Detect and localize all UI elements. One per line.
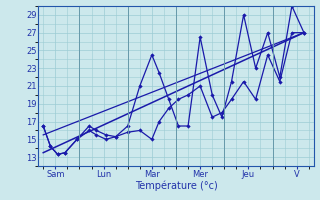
X-axis label: Température (°c): Température (°c) <box>135 181 217 191</box>
